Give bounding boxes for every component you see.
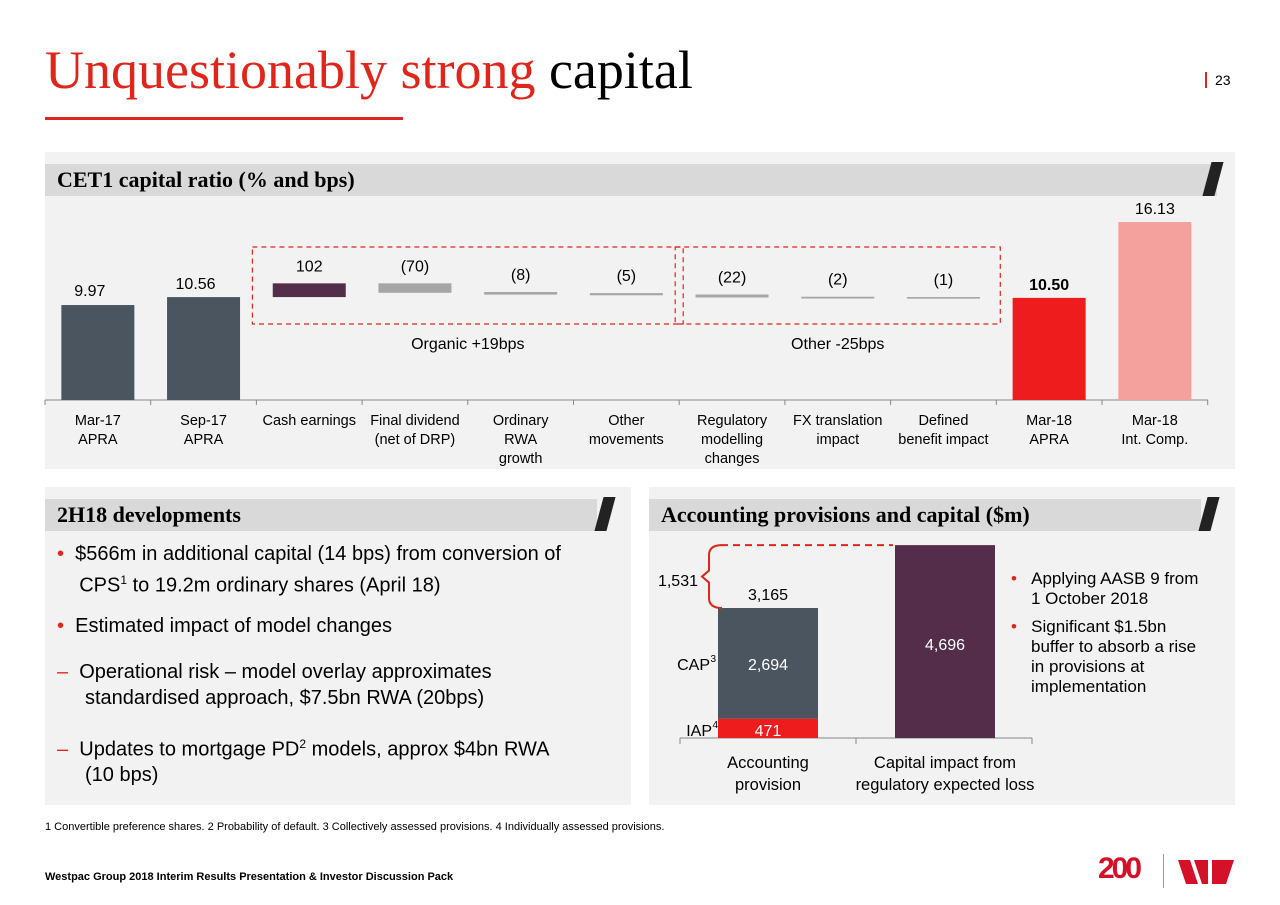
group-label: Organic +19bps: [411, 336, 524, 353]
category-label: benefit impact: [898, 432, 988, 448]
category-label: Int. Comp.: [1121, 432, 1188, 448]
data-label: 4,696: [925, 637, 965, 654]
stacked-bar-segment: [895, 545, 995, 738]
category-label: changes: [705, 451, 760, 467]
category-label: movements: [589, 432, 664, 448]
category-label: Ordinary: [493, 413, 549, 429]
category-label: modelling: [701, 432, 763, 448]
data-label: (5): [617, 268, 637, 285]
category-label: Accounting: [727, 754, 809, 772]
provisions-panel: Accounting provisions and capital ($m) •…: [649, 487, 1235, 805]
category-label: (net of DRP): [375, 432, 456, 448]
footnote-marker: 3: [710, 654, 716, 665]
category-label: provision: [735, 776, 801, 794]
category-label: Final dividend: [370, 413, 459, 429]
data-label: (8): [511, 267, 531, 284]
cet1-panel: CET1 capital ratio (% and bps): [45, 152, 1235, 469]
group-label: Other -25bps: [791, 336, 884, 353]
provisions-bullets: • Applying AASB 9 from 1 October 2018 • S…: [1011, 569, 1231, 697]
stacked-bar-segment: [718, 718, 818, 738]
bullet-list: • $566m in additional capital (14 bps) f…: [57, 541, 627, 788]
category-label: Mar-18: [1026, 413, 1072, 429]
cet1-waterfall-chart: 9.97 Mar-17 APRA 10.56 Sep-17 APRA 102 Cash ear…: [44, 201, 1209, 467]
data-label: (70): [401, 258, 429, 275]
bullet-item: • Applying AASB 9 from 1 October 2018: [1011, 569, 1199, 608]
footnote-marker: 4: [712, 720, 718, 731]
category-label: Other: [608, 413, 644, 429]
provisions-stacked-chart: Accounting provision Capital impact from re…: [658, 544, 1035, 794]
data-label: (2): [828, 272, 848, 289]
footer-text: Westpac Group 2018 Interim Results Prese…: [45, 871, 454, 883]
page-number: 23: [1205, 72, 1231, 88]
bullet-item: • Significant $1.5bn buffer to absorb a r…: [1011, 617, 1197, 696]
provisions-panel-title: Accounting provisions and capital ($m): [649, 499, 1201, 531]
waterfall-bar: [1118, 222, 1192, 400]
sub-bullet-item: – Operational risk – model overlay appro…: [57, 660, 492, 709]
data-label: 9.97: [74, 283, 105, 300]
category-label: Mar-18: [1132, 413, 1178, 429]
category-label: APRA: [184, 432, 224, 448]
series-label-cap: CAP: [677, 657, 710, 674]
data-label: 16.13: [1135, 201, 1175, 218]
category-label: Mar-17: [75, 413, 121, 429]
gap-label: 1,531: [658, 573, 698, 590]
waterfall-bar: [272, 283, 346, 298]
data-label: 102: [296, 258, 323, 275]
title-underline: [45, 117, 403, 120]
waterfall-bar: [1012, 297, 1086, 400]
page-title: Unquestionably strong capital: [45, 40, 693, 100]
waterfall-bar: [695, 294, 769, 298]
gap-brace: [700, 544, 723, 609]
bullet-item: • $566m in additional capital (14 bps) f…: [57, 543, 561, 597]
category-label: growth: [499, 451, 543, 467]
category-label: regulatory expected loss: [856, 776, 1035, 794]
category-label: FX translation: [793, 413, 882, 429]
category-label: Regulatory: [697, 413, 768, 429]
waterfall-bar: [906, 297, 980, 299]
cet1-panel-title: CET1 capital ratio (% and bps): [45, 164, 1217, 196]
category-label: APRA: [1029, 432, 1069, 448]
category-label: Cash earnings: [263, 413, 357, 429]
waterfall-bar: [167, 297, 241, 400]
data-label: (22): [718, 270, 746, 287]
stacked-bar-segment: [718, 608, 818, 719]
waterfall-bar: [484, 292, 558, 295]
data-label: 2,694: [748, 657, 788, 674]
anniversary-logo: 200: [1098, 852, 1142, 885]
category-label: APRA: [78, 432, 118, 448]
total-label: 3,165: [748, 587, 788, 604]
data-label: (1): [934, 272, 954, 289]
footnote: 1 Convertible preference shares. 2 Proba…: [45, 821, 665, 833]
category-label: Capital impact from: [874, 754, 1016, 772]
waterfall-bar: [589, 293, 663, 296]
sub-bullet-item: – Updates to mortgage PD2 models, approx…: [57, 736, 550, 787]
waterfall-bar: [61, 305, 135, 400]
data-label: 471: [755, 723, 782, 740]
developments-panel: 2H18 developments • $566m in additional …: [45, 487, 631, 805]
data-label: 10.56: [176, 276, 216, 293]
category-label: Sep-17: [180, 413, 227, 429]
waterfall-bar: [801, 296, 875, 299]
category-label: Defined: [918, 413, 968, 429]
developments-panel-title: 2H18 developments: [45, 499, 597, 531]
series-label-iap: IAP: [686, 723, 712, 740]
group-bracket: [674, 246, 1001, 325]
westpac-logo: [1178, 860, 1234, 884]
data-label: 10.50: [1029, 277, 1069, 294]
category-label: RWA: [504, 432, 537, 448]
group-bracket: [251, 246, 684, 325]
logo-divider: [1163, 854, 1164, 888]
category-label: impact: [816, 432, 859, 448]
waterfall-bar: [378, 283, 452, 293]
bullet-item: • Estimated impact of model changes: [57, 614, 392, 637]
